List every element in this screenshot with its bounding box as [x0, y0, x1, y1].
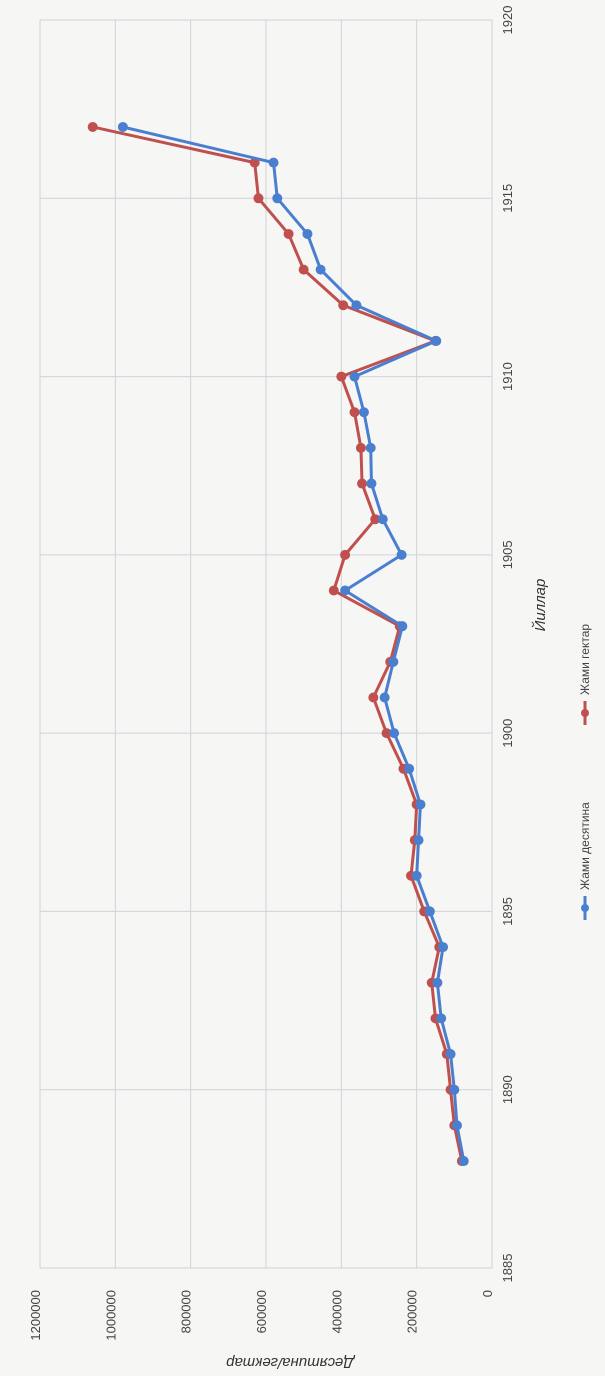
- data-point: [431, 335, 442, 346]
- data-point: [268, 157, 279, 168]
- series-line: [92, 125, 464, 1162]
- data-point: [436, 1013, 447, 1024]
- data-point: [379, 692, 390, 703]
- legend-label: Жами десятина: [578, 802, 592, 890]
- data-point: [377, 514, 388, 525]
- series-line: [122, 125, 466, 1162]
- series-layer: [87, 121, 469, 1167]
- data-point: [438, 942, 449, 953]
- data-point: [445, 1049, 456, 1060]
- data-point: [413, 835, 424, 846]
- series-0: [117, 121, 469, 1167]
- data-point: [272, 193, 283, 204]
- data-point: [340, 549, 351, 560]
- x-tick-label: 1910: [500, 362, 515, 391]
- data-point: [396, 549, 407, 560]
- x-tick-label: 1895: [500, 897, 515, 926]
- data-point: [283, 228, 294, 239]
- x-tick-label: 1890: [500, 1075, 515, 1104]
- data-point: [349, 371, 360, 382]
- data-point: [87, 121, 98, 132]
- y-tick-label: 800000: [179, 1290, 194, 1333]
- data-point: [381, 728, 392, 739]
- x-tick-label: 1915: [500, 184, 515, 213]
- data-point: [302, 228, 313, 239]
- data-point: [253, 193, 264, 204]
- y-axis-title: Десятина/гектар: [226, 1354, 356, 1371]
- data-point: [365, 442, 376, 453]
- x-axis-title: Йиллар: [531, 579, 549, 632]
- tick-labels: 1885 1890 1895 1900 1905 1910 1915 1920 0 200000 4…: [28, 6, 515, 1341]
- x-tick-label: 1905: [500, 540, 515, 569]
- grid: [39, 19, 493, 1269]
- data-point: [349, 407, 360, 418]
- data-point: [397, 621, 408, 632]
- data-point: [389, 728, 400, 739]
- data-point: [370, 514, 381, 525]
- data-point: [451, 1120, 462, 1131]
- y-tick-label: 0: [480, 1290, 495, 1297]
- data-point: [117, 121, 128, 132]
- data-point: [404, 763, 415, 774]
- data-point: [358, 407, 369, 418]
- data-point: [340, 585, 351, 596]
- x-tick-label: 1885: [500, 1254, 515, 1283]
- legend: Жами десятина Жами гектар: [578, 624, 592, 920]
- data-point: [415, 799, 426, 810]
- data-point: [424, 906, 435, 917]
- y-tick-label: 600000: [254, 1290, 269, 1333]
- y-tick-label: 1000000: [103, 1290, 118, 1341]
- legend-item-1: Жами гектар: [578, 624, 592, 725]
- data-point: [338, 300, 349, 311]
- data-point: [449, 1084, 460, 1095]
- data-point: [458, 1156, 469, 1167]
- legend-label: Жами гектар: [578, 624, 592, 695]
- y-tick-label: 200000: [405, 1290, 420, 1333]
- data-point: [388, 656, 399, 667]
- data-point: [328, 585, 339, 596]
- legend-swatch-marker: [581, 904, 589, 912]
- y-tick-label: 1200000: [28, 1290, 43, 1341]
- x-tick-label: 1900: [500, 719, 515, 748]
- data-point: [315, 264, 326, 275]
- data-point: [298, 264, 309, 275]
- data-point: [336, 371, 347, 382]
- y-tick-label: 400000: [329, 1290, 344, 1333]
- data-point: [355, 442, 366, 453]
- data-point: [357, 478, 368, 489]
- data-point: [368, 692, 379, 703]
- data-point: [411, 870, 422, 881]
- data-point: [432, 977, 443, 988]
- legend-swatch-marker: [581, 709, 589, 717]
- data-point: [351, 300, 362, 311]
- data-point: [366, 478, 377, 489]
- x-tick-label: 1920: [500, 6, 515, 35]
- legend-item-0: Жами десятина: [578, 802, 592, 920]
